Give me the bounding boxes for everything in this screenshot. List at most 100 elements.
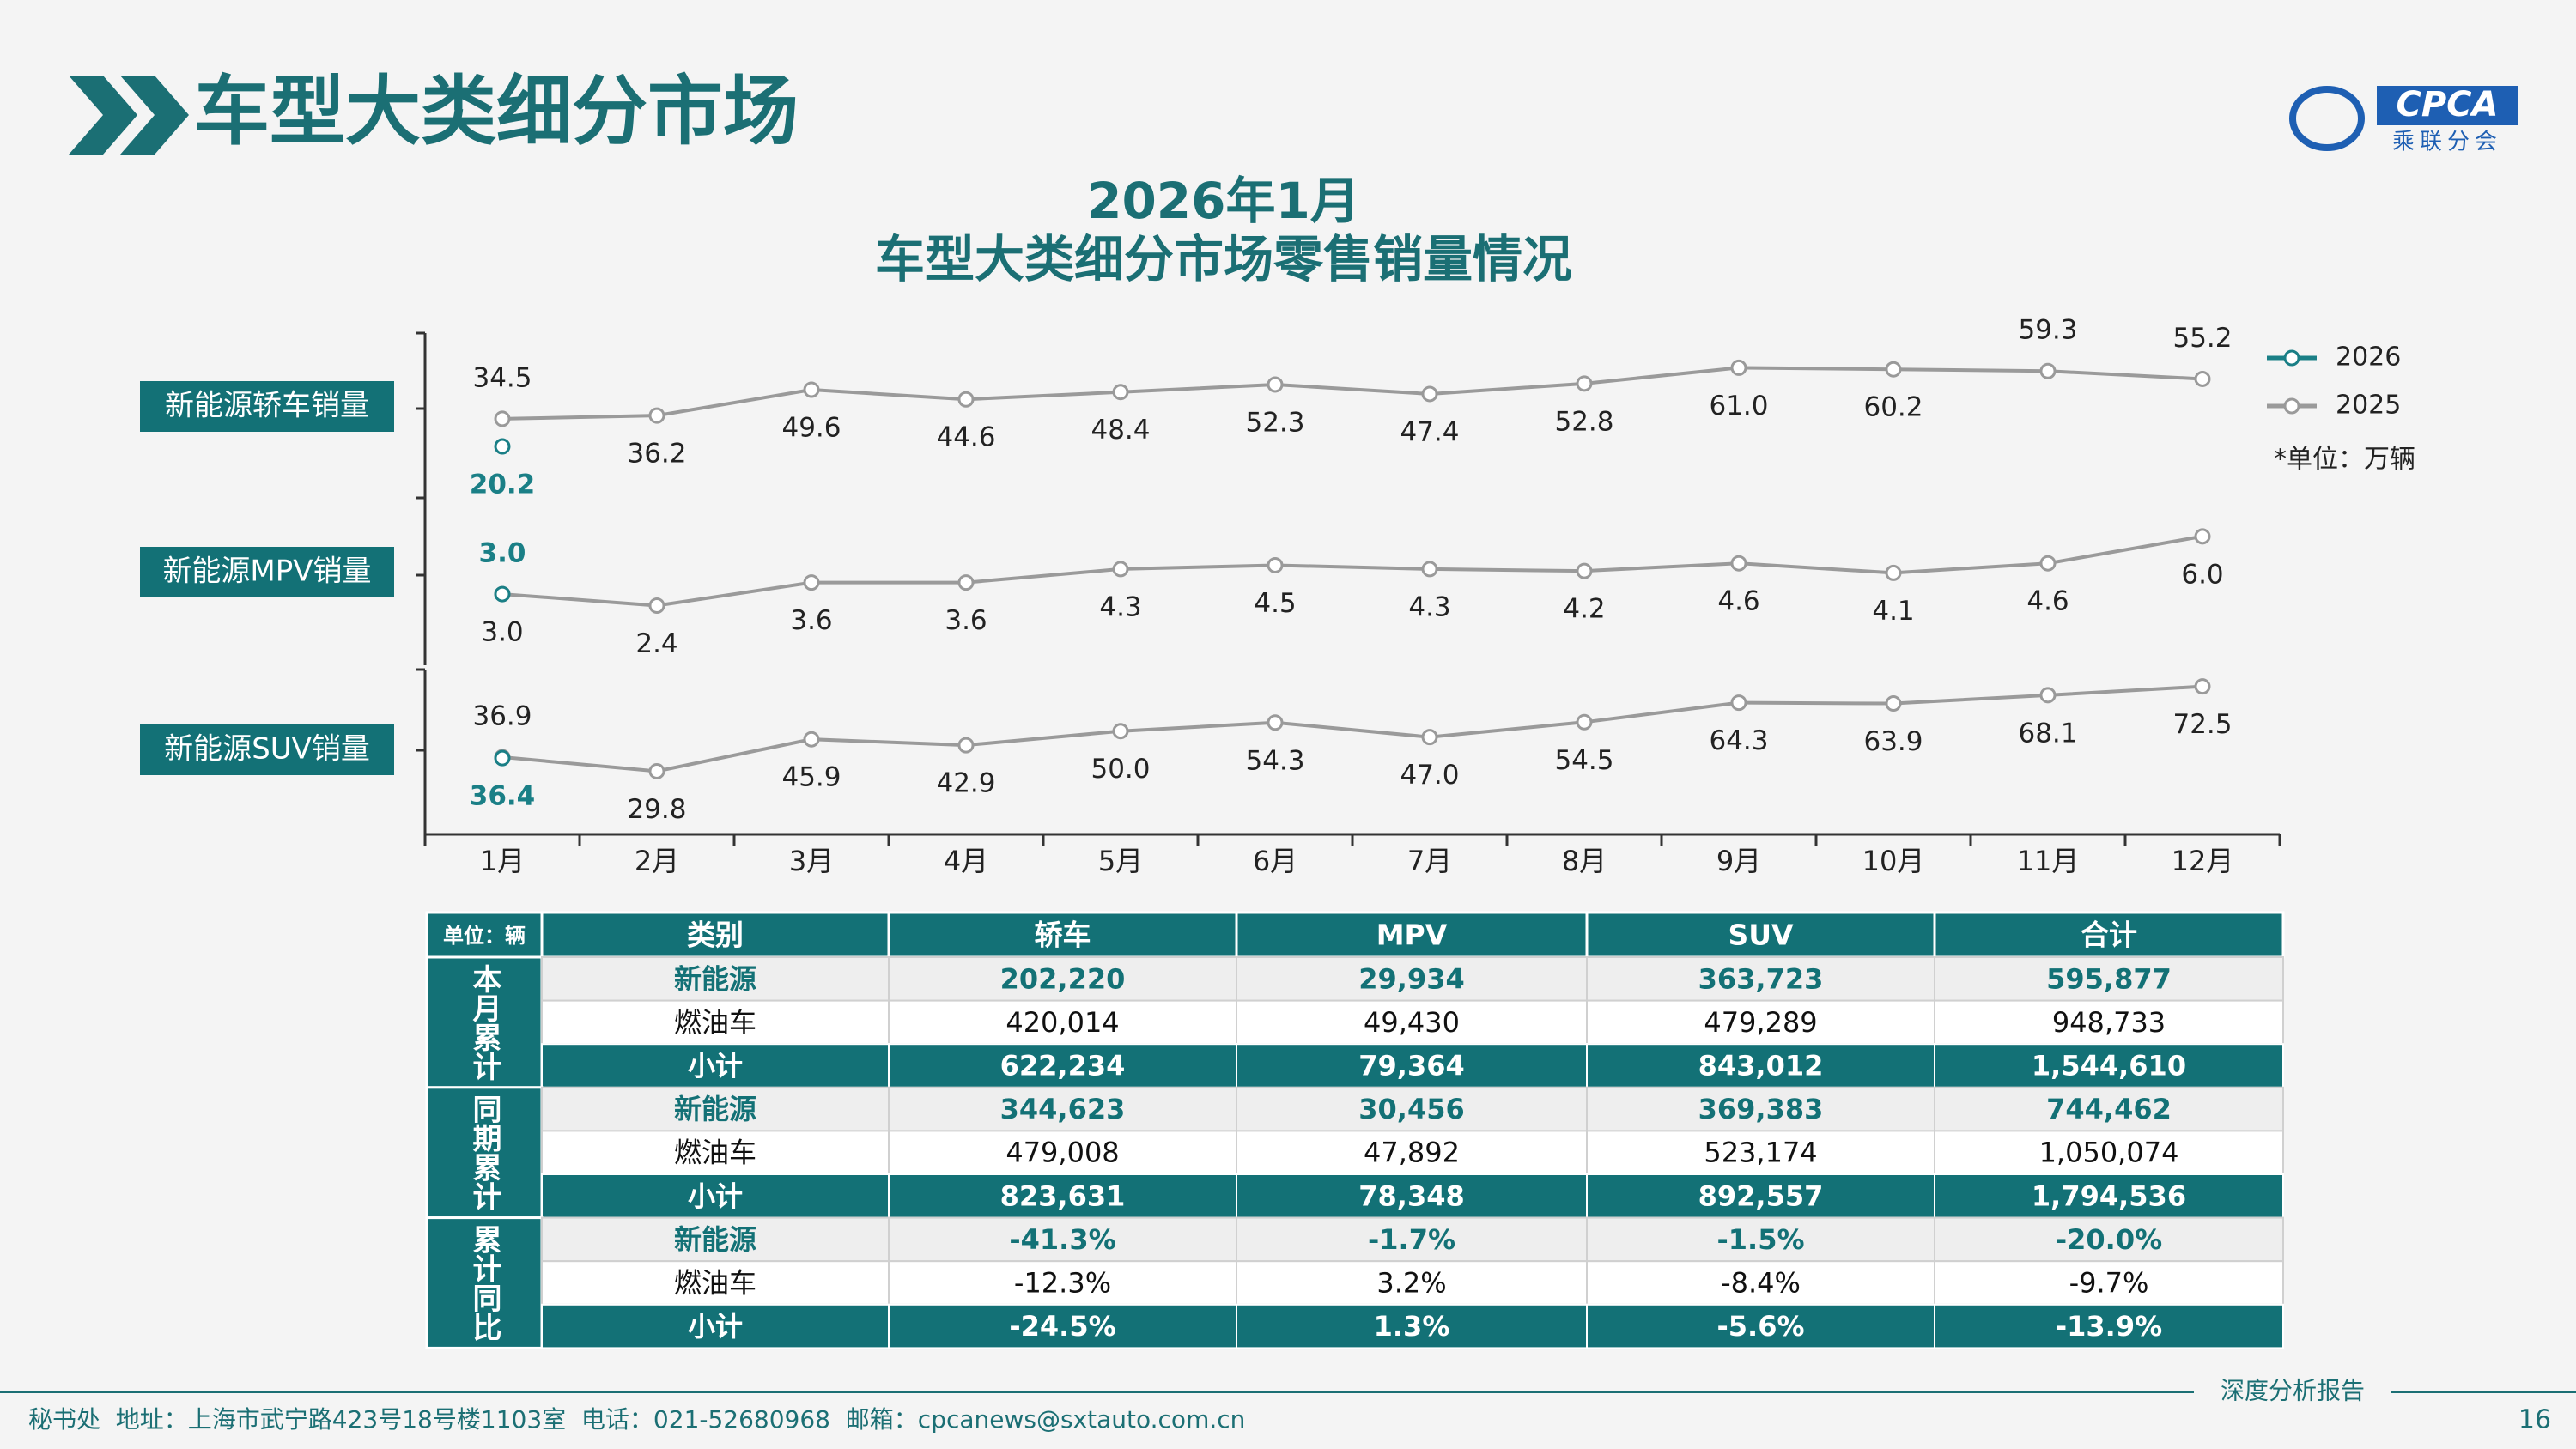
- table-cell-text: -8.4%: [1721, 1267, 1801, 1300]
- data-label: 60.2: [1863, 392, 1923, 423]
- table-cell-text: 744,462: [2046, 1093, 2172, 1125]
- table-header-text: 单位：辆: [443, 924, 526, 948]
- table-cell-text: -1.5%: [1716, 1223, 1804, 1256]
- table-cell: [1934, 1086, 2284, 1132]
- group-cell: [425, 1216, 544, 1349]
- x-tick-label: 10月: [1862, 845, 1925, 877]
- table-cell-text: 49,430: [1364, 1006, 1460, 1039]
- data-point: [1112, 384, 1129, 401]
- x-tick-label: 8月: [1562, 845, 1607, 877]
- data-point: [803, 731, 820, 748]
- table-cell-text: 小计: [688, 1310, 743, 1343]
- series-label-box: [140, 381, 394, 432]
- data-label: 4.3: [1099, 591, 1141, 622]
- table-cell: [1586, 1173, 1935, 1219]
- table-header-text: SUV: [1728, 919, 1794, 952]
- table-cell-text: -41.3%: [1009, 1223, 1115, 1256]
- table-cell-text: 823,631: [1000, 1179, 1126, 1212]
- group-label: 同期累计: [467, 1094, 501, 1211]
- logo-subtext: 乘联分会: [2392, 130, 2502, 155]
- table-cell: [541, 1303, 890, 1349]
- table-cell: [1586, 1260, 1935, 1306]
- data-point: [803, 574, 820, 591]
- table-cell-text: -1.7%: [1368, 1223, 1455, 1256]
- table-cell: [541, 1043, 890, 1088]
- x-tick-label: 5月: [1098, 845, 1143, 877]
- table-cell-text: 30,456: [1358, 1093, 1464, 1125]
- data-point: [1885, 361, 1902, 378]
- table-cell-text: 420,014: [1005, 1006, 1119, 1039]
- x-tick-label: 1月: [480, 845, 525, 877]
- table-cell: [541, 956, 890, 1002]
- table-cell: [1236, 1303, 1588, 1349]
- chart-title: 2026年1月: [1087, 172, 1360, 230]
- x-tick-label: 3月: [789, 845, 834, 877]
- table-cell: [1236, 1173, 1588, 1219]
- unit-note: *单位：万辆: [2274, 445, 2415, 475]
- table-cell-text: 892,557: [1698, 1179, 1824, 1212]
- table-cell-text: 燃油车: [674, 1137, 756, 1169]
- data-point: [957, 391, 975, 408]
- table-header-cell: [1933, 911, 2285, 959]
- series-label-box: [140, 547, 394, 597]
- table-header-text: 轿车: [1035, 919, 1091, 952]
- series-label: 新能源MPV销量: [162, 555, 371, 589]
- table-cell-text: 595,877: [2046, 962, 2172, 995]
- table-cell: [1934, 1173, 2284, 1219]
- table-cell-text: 燃油车: [674, 1006, 756, 1039]
- data-label: 45.9: [781, 762, 841, 793]
- data-label: 3.6: [945, 605, 987, 636]
- page-title: 车型大类细分市场: [194, 67, 799, 155]
- table-cell-text: -12.3%: [1014, 1267, 1111, 1300]
- chevron-icon: [120, 76, 189, 155]
- x-tick-label: 12月: [2172, 845, 2234, 877]
- data-label: 59.3: [2018, 315, 2077, 346]
- series-label-box: [140, 724, 394, 775]
- table-cell-text: -5.6%: [1716, 1310, 1804, 1343]
- legend-marker: [2283, 349, 2300, 367]
- table-cell: [888, 956, 1237, 1002]
- data-point: [494, 749, 511, 767]
- table-cell: [541, 1216, 890, 1263]
- data-label: 54.3: [1245, 745, 1304, 776]
- table-cell-text: 47,892: [1364, 1137, 1460, 1169]
- data-label: 52.8: [1554, 406, 1613, 437]
- logo-text: CPCA: [2397, 85, 2499, 124]
- legend-label: 2026: [2336, 343, 2401, 373]
- data-point: [1576, 375, 1593, 392]
- data-point: [648, 597, 665, 615]
- page-number: 16: [2518, 1405, 2551, 1435]
- table-cell: [1934, 1130, 2284, 1176]
- x-tick-label: 11月: [2017, 845, 2080, 877]
- table-cell-text: 344,623: [1000, 1093, 1126, 1125]
- table-header-text: 类别: [687, 919, 744, 952]
- data-label: 4.2: [1563, 594, 1605, 625]
- data-label: 4.3: [1408, 591, 1450, 622]
- table-cell: [1934, 956, 2284, 1002]
- table-cell-text: 新能源: [674, 1223, 756, 1256]
- data-point: [2039, 555, 2057, 572]
- group-label: 本月累计: [467, 964, 501, 1081]
- series-line: [501, 684, 2203, 773]
- legend-marker: [2283, 397, 2300, 415]
- data-label: 64.3: [1709, 725, 1768, 756]
- data-point: [1885, 695, 1902, 712]
- data-point: [1576, 562, 1593, 579]
- table-cell-text: 843,012: [1698, 1050, 1824, 1082]
- data-label: 3.6: [790, 605, 832, 636]
- table-cell-text: 1,794,536: [2032, 1179, 2186, 1212]
- table-cell-text: 78,348: [1358, 1179, 1464, 1212]
- table-header-text: 合计: [2081, 919, 2137, 952]
- x-tick-label: 6月: [1253, 845, 1297, 877]
- footer-contact: 秘书处 地址：上海市武宁路423号18号楼1103室 电话：021-526809…: [28, 1405, 1245, 1434]
- series-label: 新能源轿车销量: [165, 389, 369, 423]
- data-point: [1730, 694, 1747, 712]
- table-cell-text: 479,289: [1704, 1006, 1817, 1039]
- table-cell: [541, 1130, 890, 1176]
- table-cell: [1236, 999, 1588, 1046]
- data-label: 4.5: [1254, 588, 1296, 619]
- table-header-text: MPV: [1376, 919, 1448, 952]
- legend-label: 2025: [2336, 391, 2401, 421]
- table-cell-text: 1,544,610: [2032, 1050, 2186, 1082]
- table-cell-text: 小计: [688, 1050, 743, 1082]
